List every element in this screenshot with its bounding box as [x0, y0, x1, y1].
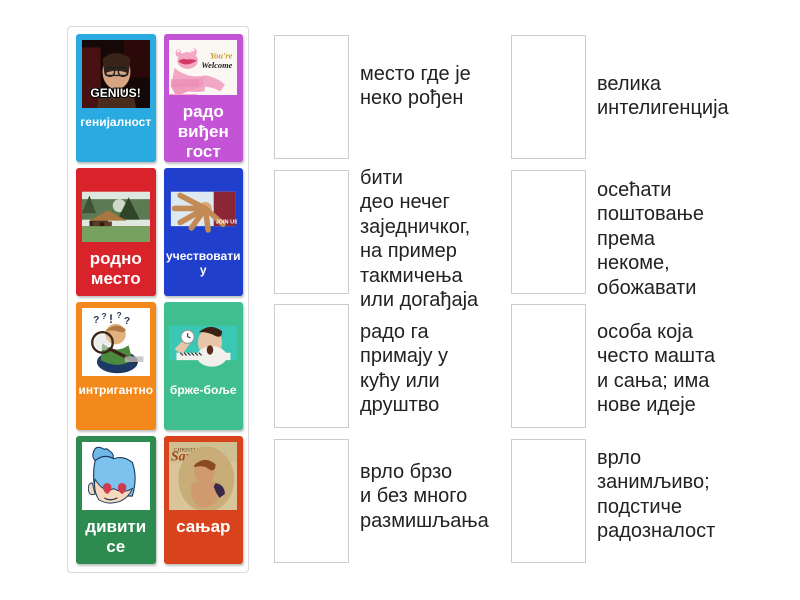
- svg-text:?: ?: [116, 310, 121, 320]
- svg-text:You're: You're: [210, 52, 233, 61]
- svg-text:?: ?: [93, 315, 99, 326]
- svg-text:?: ?: [101, 311, 106, 321]
- svg-text:JOIN US: JOIN US: [216, 219, 237, 225]
- svg-text:Welcome: Welcome: [202, 61, 233, 70]
- svg-text:!: !: [109, 312, 113, 326]
- svg-text:GENIUS!: GENIUS!: [90, 86, 140, 100]
- svg-text:?: ?: [124, 316, 130, 327]
